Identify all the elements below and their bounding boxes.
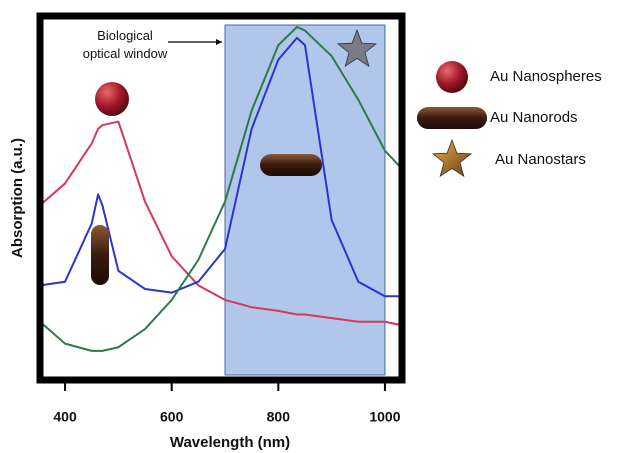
window-label-line: optical window — [83, 46, 168, 61]
x-tick-label: 1000 — [369, 409, 400, 425]
sphere-icon — [436, 61, 468, 93]
sphere-icon — [95, 82, 129, 116]
legend-label: Au Nanostars — [495, 151, 586, 168]
rod-icon — [417, 107, 487, 129]
x-tick-label: 800 — [267, 409, 291, 425]
x-tick-label: 400 — [53, 409, 77, 425]
legend-label: Au Nanorods — [490, 109, 578, 126]
rod-icon — [91, 225, 109, 285]
window-label-line: Biological — [97, 28, 153, 43]
window-label: Biological optical window — [83, 28, 168, 61]
window-arrowhead — [216, 39, 222, 45]
x-tick-label: 600 — [160, 409, 184, 425]
x-axis-label: Wavelength (nm) — [170, 434, 290, 451]
legend-label: Au Nanospheres — [490, 68, 602, 85]
rod-icon — [260, 154, 322, 176]
chart: Wavelength (nm) Absorption (a.u.) Biolog… — [0, 0, 631, 453]
y-axis-label: Absorption (a.u.) — [9, 138, 26, 258]
star-icon — [433, 140, 471, 176]
